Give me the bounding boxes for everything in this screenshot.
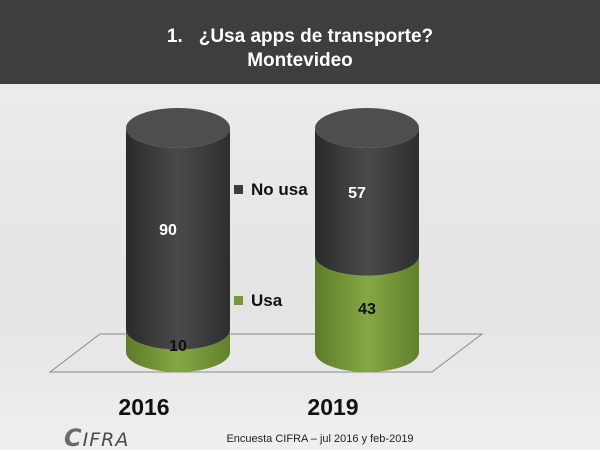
legend-swatch-usa (234, 296, 243, 305)
data-label-no-usa-2016: 90 (159, 222, 177, 239)
x-tick-label-2019: 2019 (307, 394, 358, 420)
bar-group-2019: 43 57 (315, 108, 419, 372)
slide-title: 1. ¿Usa apps de transporte? (0, 26, 600, 48)
slide-subtitle: Montevideo (247, 50, 353, 71)
data-label-no-usa-2019: 57 (348, 185, 366, 202)
data-label-usa-2019: 43 (358, 301, 376, 318)
chart-area (0, 84, 600, 450)
bar-group-2016: 10 90 (126, 108, 230, 372)
cifra-logo: CIFRA (64, 424, 130, 452)
bar-no-usa-2019 (315, 128, 419, 276)
bar-usa-2019 (315, 255, 419, 372)
title-text: ¿Usa apps de transporte? (198, 26, 434, 47)
legend: No usa Usa (234, 180, 308, 310)
x-tick-label-2016: 2016 (118, 394, 169, 420)
bar-cap-2019 (315, 108, 419, 148)
slide-header: 1. ¿Usa apps de transporte? Montevideo (0, 0, 600, 84)
bar-usa-2016 (126, 329, 230, 372)
legend-label-usa: Usa (251, 291, 283, 310)
bar-no-usa-2016 (126, 128, 230, 350)
title-number: 1. (166, 26, 183, 47)
data-label-usa-2016: 10 (169, 338, 187, 355)
source-note: Encuesta CIFRA – jul 2016 y feb-2019 (226, 433, 414, 445)
legend-swatch-no-usa (234, 185, 243, 194)
bar-cap-2016 (126, 108, 230, 148)
legend-label-no-usa: No usa (251, 180, 308, 199)
